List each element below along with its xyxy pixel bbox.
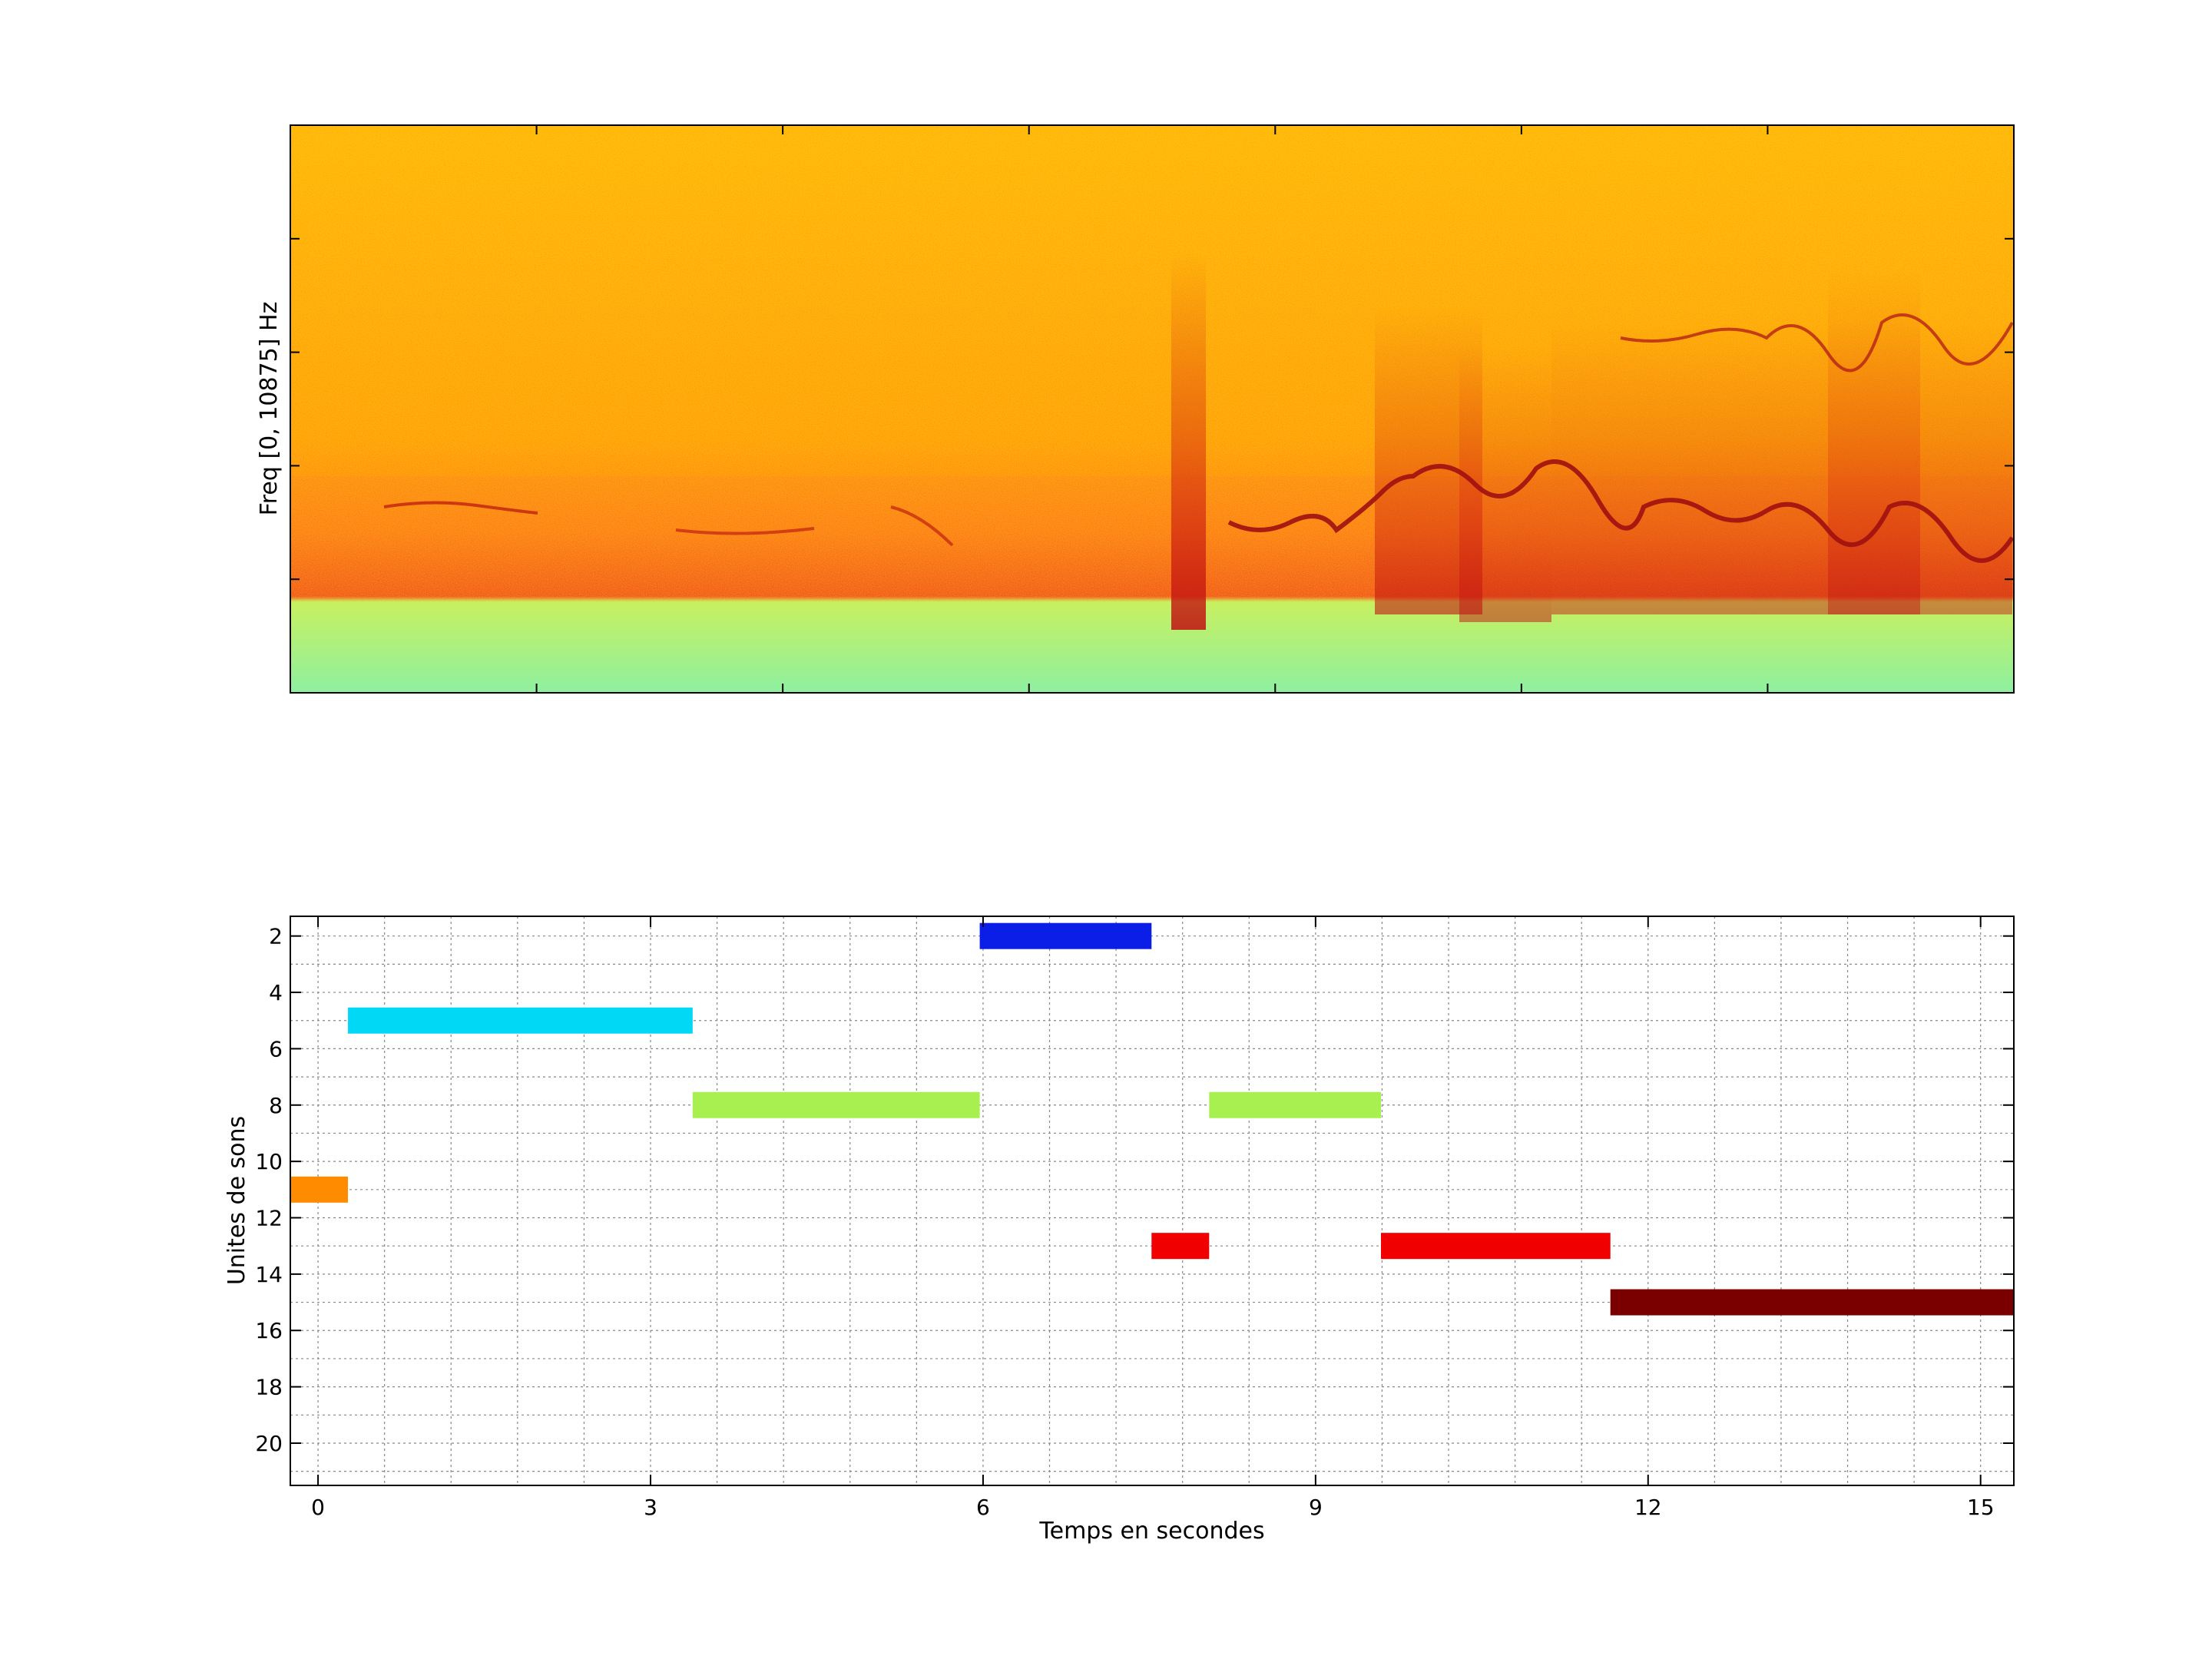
x-tick-label: 12 bbox=[1634, 1495, 1662, 1520]
y-tick-label: 12 bbox=[255, 1206, 283, 1231]
x-tick-label: 15 bbox=[1967, 1495, 1995, 1520]
y-tick-label: 10 bbox=[255, 1149, 283, 1174]
y-tick-label: 14 bbox=[255, 1262, 283, 1287]
spectrogram-ticks bbox=[290, 125, 2014, 693]
unit-segment-6 bbox=[1209, 1091, 1381, 1118]
y-tick-label: 18 bbox=[255, 1375, 283, 1400]
spectrogram-image bbox=[290, 125, 2014, 693]
unit-segment-4 bbox=[979, 922, 1152, 949]
units-axes-box bbox=[290, 916, 2015, 1486]
units-segments bbox=[290, 922, 2014, 1316]
spectrogram-panel: Freq [0, 10875] Hz bbox=[256, 124, 2015, 694]
unit-segment-5 bbox=[1151, 1233, 1210, 1260]
x-tick-label: 3 bbox=[644, 1495, 657, 1520]
x-tick-label: 0 bbox=[311, 1495, 325, 1520]
unit-segment-2 bbox=[348, 1007, 693, 1034]
unit-segment-8 bbox=[1610, 1289, 2014, 1316]
unit-segment-3 bbox=[692, 1091, 980, 1118]
units-ticks: 0 3 6 9 12 15 2 4 6 8 10 12 14 16 18 20 bbox=[255, 916, 2014, 1520]
y-tick-label: 4 bbox=[269, 980, 283, 1005]
y-tick-label: 8 bbox=[269, 1093, 283, 1118]
y-tick-label: 6 bbox=[269, 1036, 283, 1061]
units-panel: 0 3 6 9 12 15 2 4 6 8 10 12 14 16 18 20 Temps en second… bbox=[224, 916, 2015, 1545]
x-tick-label: 9 bbox=[1309, 1495, 1323, 1520]
units-x-label: Temps en secondes bbox=[1038, 1518, 1264, 1545]
units-y-label: Unites de sons bbox=[224, 1116, 250, 1285]
unit-segment-7 bbox=[1380, 1233, 1611, 1260]
x-tick-label: 6 bbox=[976, 1495, 990, 1520]
y-tick-label: 16 bbox=[255, 1318, 283, 1343]
unit-segment-1 bbox=[290, 1176, 349, 1203]
y-tick-label: 20 bbox=[255, 1431, 283, 1456]
y-tick-label: 2 bbox=[269, 924, 283, 949]
spectrogram-y-label: Freq [0, 10875] Hz bbox=[256, 302, 283, 516]
spectrogram-axes-box bbox=[290, 124, 2015, 694]
